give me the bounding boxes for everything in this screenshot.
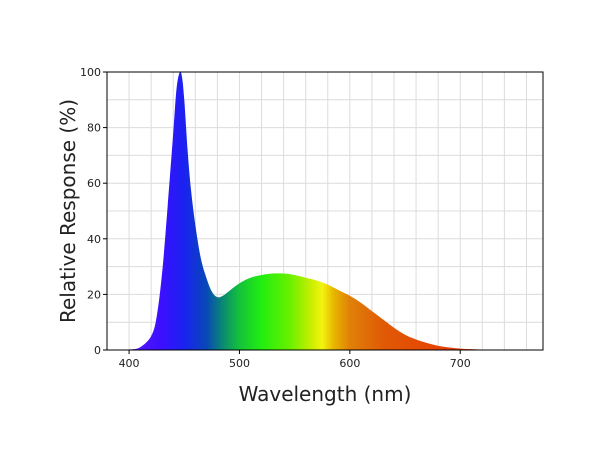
plot-frame (106, 71, 544, 351)
x-axis-title: Wavelength (nm) (239, 382, 412, 406)
y-tick-label: 20 (87, 288, 101, 301)
y-tick-label: 100 (80, 66, 101, 79)
x-tick-label: 400 (119, 357, 140, 370)
y-tick-label: 40 (87, 233, 101, 246)
series-layer (107, 72, 505, 350)
tick-layer: 400 500 600 700 0 20 40 60 80 100 (80, 66, 471, 370)
spectrum-area-series-0 (107, 72, 505, 350)
x-tick-label: 600 (339, 357, 360, 370)
y-tick-label: 60 (87, 177, 101, 190)
y-tick-label: 80 (87, 122, 101, 135)
grid-layer (107, 72, 543, 350)
y-axis-title: Relative Response (%) (56, 99, 80, 323)
y-tick-label: 0 (94, 344, 101, 357)
x-tick-label: 500 (229, 357, 250, 370)
x-tick-label: 700 (450, 357, 471, 370)
